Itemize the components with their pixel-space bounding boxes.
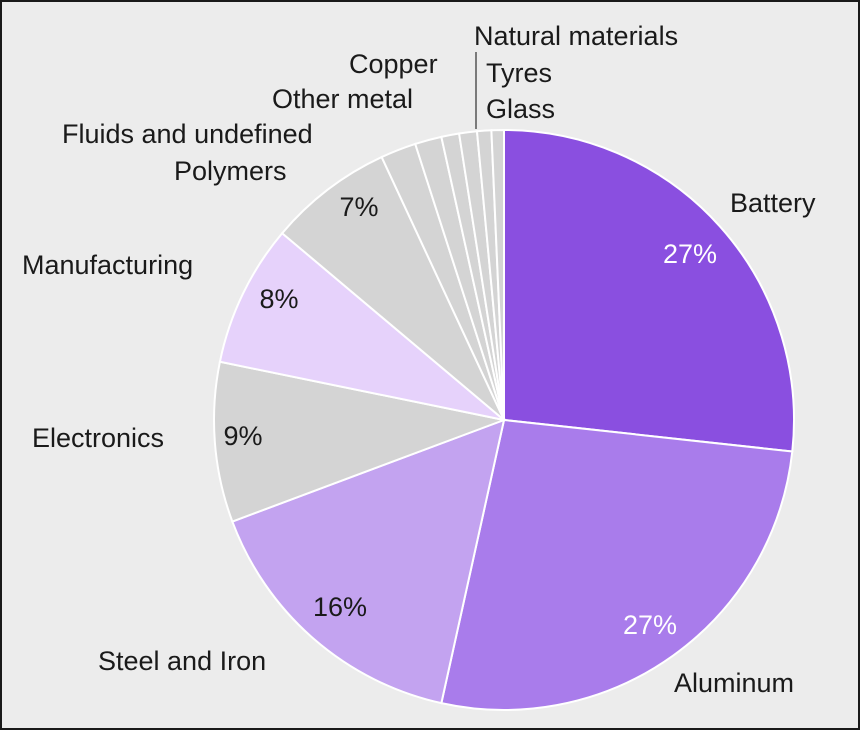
slice-label: Natural materials bbox=[474, 21, 678, 51]
percentage-labels: 27% 27% 16% 9% 8% 7% bbox=[223, 192, 717, 640]
slice-label: Tyres bbox=[486, 58, 552, 88]
pie-slice-steel-and-iron bbox=[231, 418, 506, 705]
slice-label: Copper bbox=[349, 49, 438, 79]
pie-slice-electronics bbox=[213, 360, 508, 523]
slice-label: Electronics bbox=[32, 423, 164, 453]
slice-label: Manufacturing bbox=[22, 250, 193, 280]
pie-slice-polymers bbox=[280, 155, 505, 421]
slice-label: Fluids and undefined bbox=[62, 119, 313, 149]
slice-labels: Battery Aluminum Steel and Iron Electronics… bbox=[22, 21, 816, 698]
slice-label: Polymers bbox=[174, 156, 287, 186]
percent-label: 7% bbox=[339, 192, 378, 222]
percent-label: 27% bbox=[623, 610, 677, 640]
slice-label: Glass bbox=[486, 94, 555, 124]
percent-label: 8% bbox=[259, 284, 298, 314]
percent-label: 27% bbox=[663, 239, 717, 269]
pie-slices bbox=[213, 128, 795, 711]
pie-slice-manufacturing bbox=[218, 231, 505, 421]
slice-label: Aluminum bbox=[674, 668, 794, 698]
pie-slice-glass bbox=[490, 128, 505, 421]
percent-label: 16% bbox=[313, 592, 367, 622]
slice-label: Battery bbox=[730, 188, 816, 218]
slice-label: Steel and Iron bbox=[98, 646, 266, 676]
pie-slice-battery bbox=[503, 128, 795, 453]
slice-label: Other metal bbox=[272, 84, 413, 114]
pie-slice-aluminum bbox=[440, 418, 794, 711]
percent-label: 9% bbox=[223, 421, 262, 451]
